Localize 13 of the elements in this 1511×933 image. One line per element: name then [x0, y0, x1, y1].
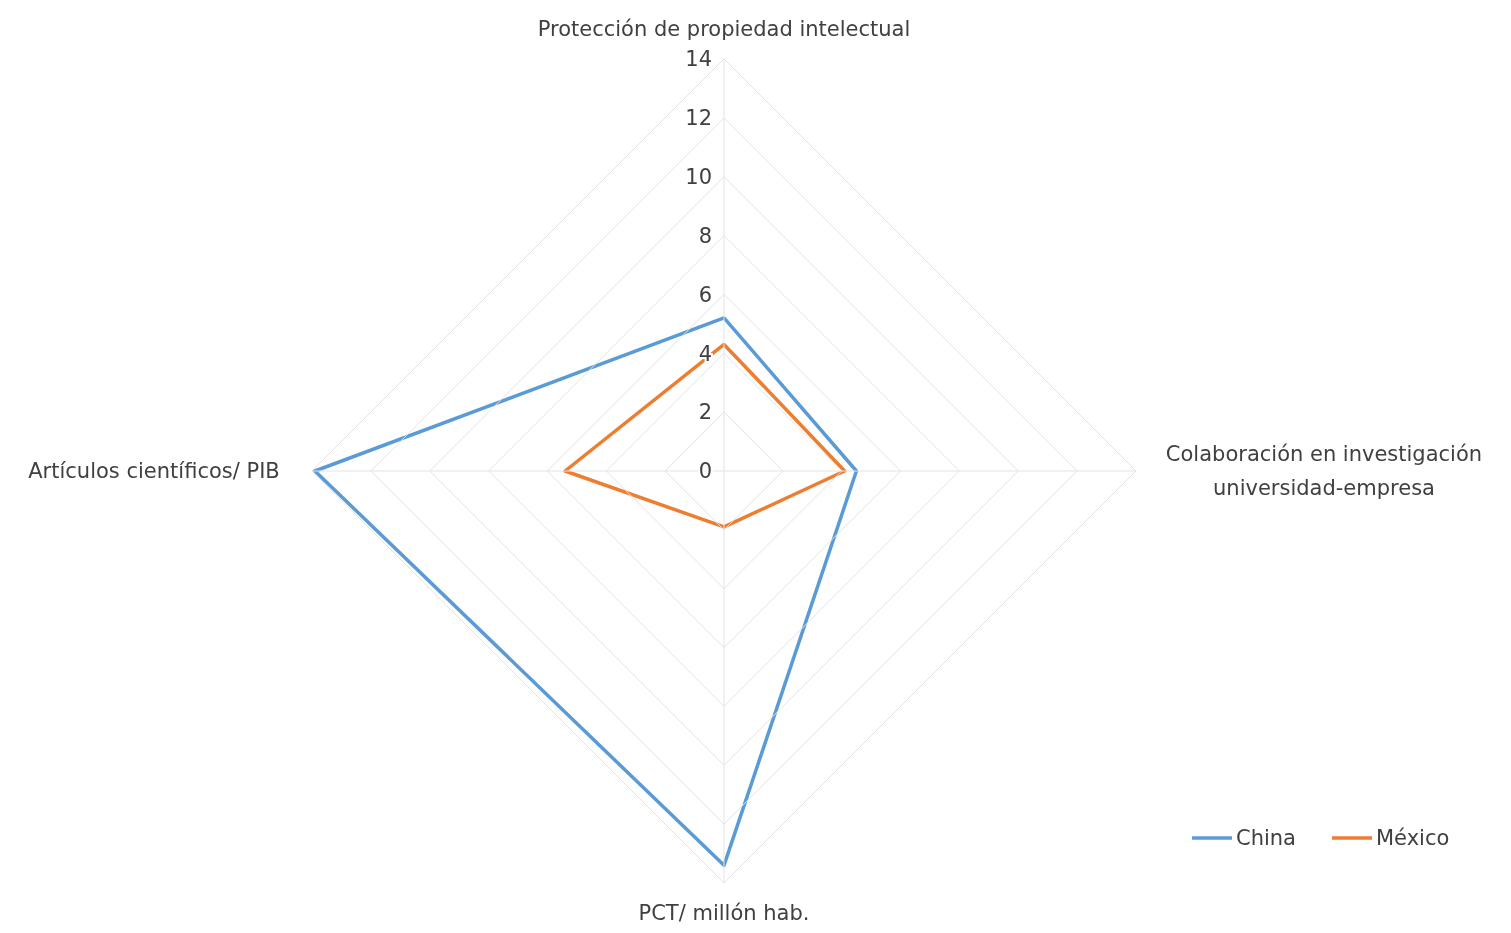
spoke-label: Colaboración en investigación universidad-empresa [1165, 442, 1483, 501]
y-tick-label: 14 [685, 47, 712, 72]
spoke-label: PCT/ millón hab. [638, 901, 810, 926]
y-tick-label: 6 [698, 282, 712, 307]
spoke-label: Protección de propiedad intelectual [537, 17, 911, 42]
y-tick-label: 0 [698, 459, 712, 484]
spoke-label: Artículos científicos/ PIB [28, 459, 280, 484]
legend-label: China [1236, 826, 1296, 851]
y-tick-label: 2 [698, 400, 712, 425]
legend-label: México [1376, 826, 1450, 851]
y-tick-label: 12 [685, 106, 712, 131]
y-tick-label: 10 [685, 165, 712, 190]
y-tick-label: 8 [698, 223, 712, 248]
